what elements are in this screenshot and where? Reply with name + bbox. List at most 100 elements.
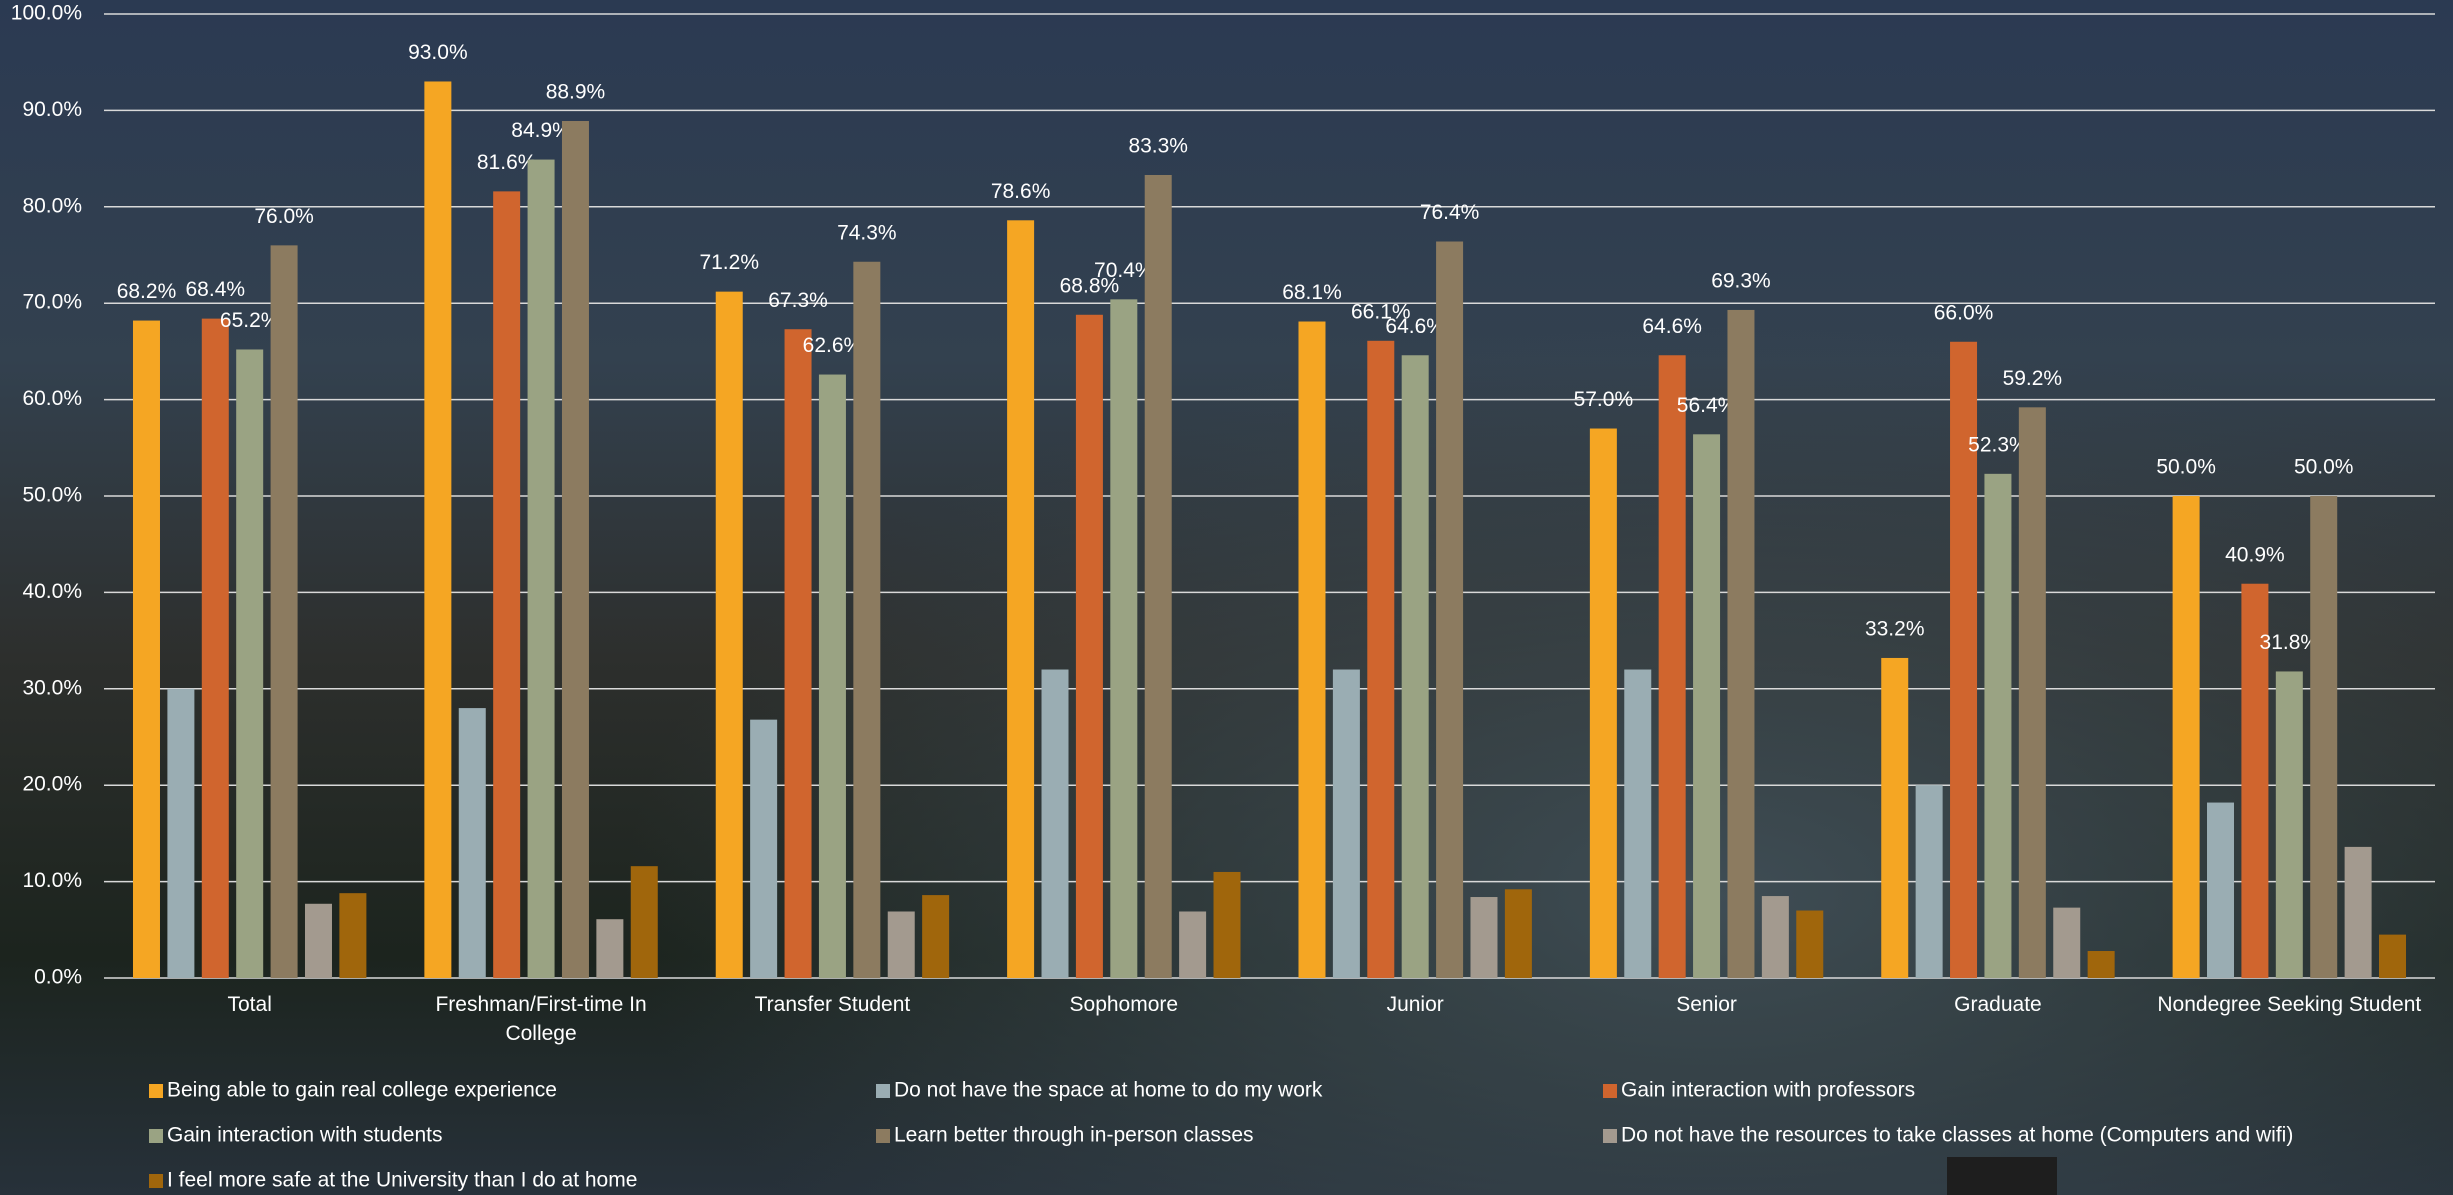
bar	[1796, 910, 1824, 978]
y-tick-label: 80.0%	[22, 194, 82, 217]
bar	[424, 81, 452, 979]
data-label: 68.4%	[186, 278, 246, 301]
x-tick-label: Junior	[1386, 993, 1444, 1016]
data-label: 69.3%	[1711, 269, 1771, 292]
legend-label: I feel more safe at the University than …	[167, 1169, 637, 1192]
bar	[527, 159, 555, 979]
bar	[818, 374, 846, 978]
bar	[458, 708, 486, 978]
x-tick-label: Freshman/First-time In College	[435, 993, 647, 1045]
bar	[596, 919, 624, 978]
bar	[715, 291, 743, 979]
bar	[270, 245, 298, 979]
data-label: 78.6%	[991, 180, 1051, 203]
data-label: 64.6%	[1642, 315, 1702, 338]
bar	[1179, 911, 1207, 978]
bar	[750, 719, 778, 978]
legend-swatch	[149, 1084, 163, 1098]
data-label: 76.4%	[1420, 201, 1480, 224]
legend-swatch	[149, 1174, 163, 1188]
bar	[2344, 846, 2372, 978]
bar	[1298, 321, 1326, 978]
bar	[853, 261, 881, 978]
legend-label: Do not have the resources to take classe…	[1621, 1124, 2293, 1147]
data-label: 62.6%	[803, 334, 863, 357]
data-label: 50.0%	[2156, 456, 2216, 479]
data-label: 74.3%	[837, 221, 897, 244]
bar	[784, 329, 812, 978]
legend-swatch	[876, 1129, 890, 1143]
x-tick-label: Transfer Student	[754, 993, 911, 1016]
bar	[2018, 407, 2046, 978]
bar	[1984, 473, 2012, 978]
data-label: 68.2%	[117, 280, 177, 303]
x-tick-label: Total	[227, 993, 272, 1016]
y-tick-label: 60.0%	[22, 387, 82, 410]
bar	[1007, 220, 1035, 978]
bar	[2275, 671, 2303, 978]
data-label: 84.9%	[511, 119, 571, 142]
bar	[1110, 299, 1138, 978]
bar	[132, 320, 160, 978]
y-tick-label: 100.0%	[11, 2, 82, 25]
x-tick-label: Sophomore	[1069, 993, 1179, 1016]
bar	[1589, 428, 1617, 978]
bar	[2379, 934, 2407, 978]
data-label: 68.1%	[1282, 281, 1342, 304]
bar	[167, 688, 195, 978]
y-tick-label: 30.0%	[22, 676, 82, 699]
bar	[1504, 889, 1532, 978]
legend-label: Gain interaction with students	[167, 1124, 442, 1147]
bar	[1332, 669, 1360, 978]
x-tick-label: Senior	[1676, 993, 1737, 1016]
bar	[2172, 496, 2200, 978]
data-label: 50.0%	[2294, 456, 2354, 479]
data-label: 83.3%	[1128, 135, 1188, 158]
bar	[630, 866, 658, 978]
bar	[1367, 340, 1395, 978]
bar	[236, 349, 264, 978]
data-label: 71.2%	[699, 251, 759, 274]
legend-label: Gain interaction with professors	[1621, 1079, 1915, 1102]
legend-swatch	[149, 1129, 163, 1143]
y-tick-label: 20.0%	[22, 773, 82, 796]
bar	[2310, 496, 2338, 978]
y-tick-label: 10.0%	[22, 869, 82, 892]
bar	[2241, 583, 2269, 978]
bar	[887, 911, 915, 978]
x-tick-label: Nondegree Seeking Student	[2157, 993, 2422, 1016]
bar	[1470, 897, 1498, 978]
bar	[1436, 241, 1464, 978]
data-label: 65.2%	[220, 309, 280, 332]
x-tick-label: Graduate	[1954, 993, 2042, 1016]
bar	[1950, 341, 1978, 978]
y-tick-label: 40.0%	[22, 580, 82, 603]
data-label: 76.0%	[254, 205, 314, 228]
data-label: 66.1%	[1351, 300, 1411, 323]
bar	[1693, 434, 1721, 979]
y-tick-label: 0.0%	[34, 966, 82, 989]
bar	[339, 893, 367, 978]
data-label: 88.9%	[546, 81, 606, 104]
data-label: 40.9%	[2225, 543, 2285, 566]
y-tick-label: 50.0%	[22, 484, 82, 507]
y-tick-label: 70.0%	[22, 291, 82, 314]
bar	[1761, 896, 1789, 978]
bar	[2207, 802, 2235, 978]
logo	[1947, 1157, 2057, 1195]
bar	[1075, 314, 1103, 978]
data-label: 57.0%	[1574, 388, 1634, 411]
data-label: 33.2%	[1865, 617, 1925, 640]
data-label: 66.0%	[1934, 301, 1994, 324]
bar	[1041, 669, 1069, 978]
legend-swatch	[876, 1084, 890, 1098]
bar	[1915, 785, 1943, 978]
legend-label: Being able to gain real college experien…	[167, 1079, 557, 1102]
data-label: 67.3%	[768, 289, 828, 312]
data-label: 64.6%	[1385, 315, 1445, 338]
bar	[1213, 871, 1241, 978]
legend-label: Do not have the space at home to do my w…	[894, 1079, 1323, 1102]
bar	[2053, 907, 2081, 978]
legend-label: Learn better through in-person classes	[894, 1124, 1254, 1147]
